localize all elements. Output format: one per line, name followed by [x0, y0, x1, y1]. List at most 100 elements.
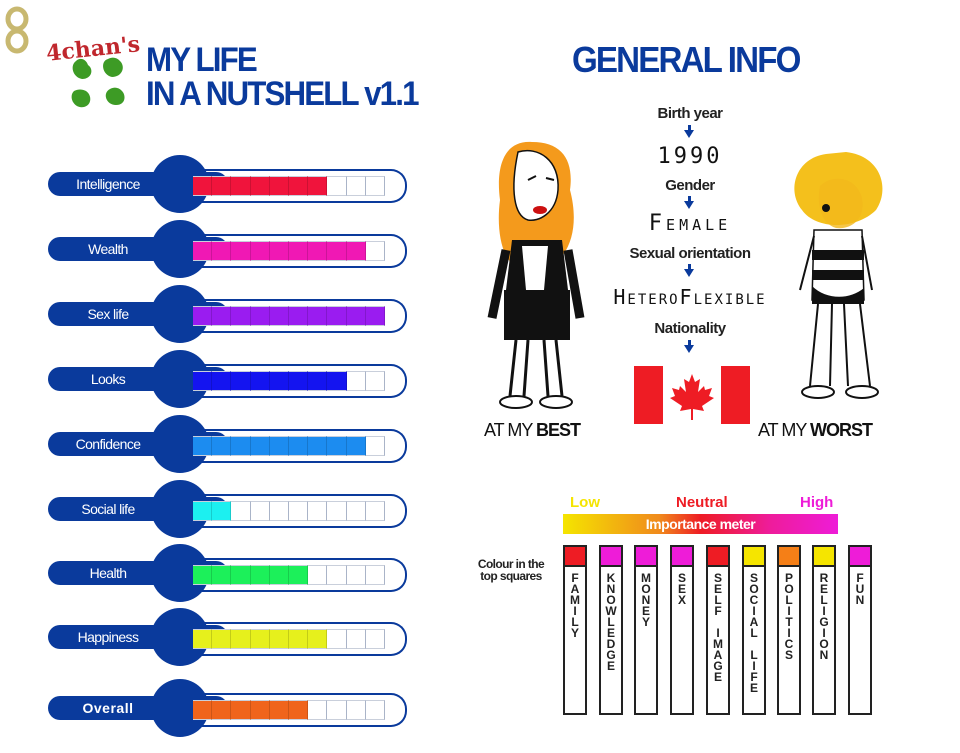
- importance-color-square[interactable]: [779, 547, 799, 567]
- stat-cell-empty: [346, 629, 366, 649]
- stat-cell-filled: [231, 241, 251, 261]
- importance-color-square[interactable]: [565, 547, 585, 567]
- canada-flag: [634, 366, 750, 429]
- stat-cell-empty: [346, 565, 366, 585]
- best-caption: AT MY BEST: [484, 420, 581, 440]
- best-self-drawing: [482, 140, 592, 425]
- stat-cells: [193, 565, 386, 585]
- stat-row: Happiness: [48, 608, 408, 666]
- stat-cell-filled: [289, 700, 309, 720]
- stat-row: Health: [48, 544, 408, 602]
- stat-cell-filled: [308, 371, 328, 391]
- importance-high-label: High: [800, 494, 834, 511]
- stat-cell-filled: [289, 306, 309, 326]
- stat-cells: [193, 241, 386, 261]
- importance-color-square[interactable]: [850, 547, 870, 567]
- stat-cell-filled: [231, 629, 251, 649]
- stat-cell-empty: [327, 565, 347, 585]
- stat-cell-filled: [289, 565, 309, 585]
- down-arrow-icon: [684, 130, 694, 138]
- corner-doodle: [4, 6, 30, 59]
- stat-cell-filled: [269, 306, 290, 326]
- importance-color-square[interactable]: [814, 547, 834, 567]
- down-arrow-icon: [688, 125, 691, 131]
- gender-value: Female: [648, 211, 732, 236]
- importance-neutral-label: Neutral: [676, 494, 728, 511]
- stat-cell-filled: [212, 436, 232, 456]
- stat-cell-filled: [269, 700, 290, 720]
- stat-cell-filled: [250, 436, 270, 456]
- stat-cell-filled: [327, 436, 347, 456]
- stat-cell-filled: [346, 436, 366, 456]
- stat-cell-filled: [289, 176, 309, 196]
- importance-color-square[interactable]: [744, 547, 764, 567]
- importance-color-square[interactable]: [636, 547, 656, 567]
- stat-row: Overall: [48, 679, 408, 737]
- stat-cell-empty: [365, 565, 386, 585]
- importance-color-square[interactable]: [601, 547, 621, 567]
- down-arrow-icon: [684, 201, 694, 209]
- stat-cell-empty: [365, 436, 386, 456]
- stat-cell-filled: [346, 306, 366, 326]
- stat-cell-filled: [193, 306, 213, 326]
- birth-year-value: 1990: [657, 144, 723, 169]
- stat-cell-filled: [327, 371, 347, 391]
- stat-label: Health: [89, 565, 127, 581]
- stat-cell-empty: [365, 700, 386, 720]
- stat-cell-filled: [193, 700, 213, 720]
- stat-cell-filled: [250, 306, 270, 326]
- orientation-label: Sexual orientation: [629, 245, 751, 262]
- stat-cell-filled: [250, 371, 270, 391]
- stat-cells: [193, 306, 386, 326]
- stat-cell-filled: [269, 629, 290, 649]
- stat-cell-filled: [193, 371, 213, 391]
- stat-label: Wealth: [88, 241, 128, 257]
- importance-color-square[interactable]: [708, 547, 728, 567]
- importance-low-label: Low: [570, 494, 600, 511]
- stat-cell-filled: [212, 306, 232, 326]
- stat-cell-filled: [269, 436, 290, 456]
- stat-cell-filled: [289, 241, 309, 261]
- stat-cell-filled: [308, 241, 328, 261]
- stat-cell-filled: [289, 371, 309, 391]
- stat-cell-empty: [346, 501, 366, 521]
- stat-cell-filled: [269, 241, 290, 261]
- stat-cell-filled: [231, 176, 251, 196]
- stat-cell-filled: [346, 241, 366, 261]
- stat-cell-filled: [212, 371, 232, 391]
- stat-cell-empty: [365, 629, 386, 649]
- stat-cell-empty: [269, 501, 290, 521]
- stat-cell-empty: [365, 371, 386, 391]
- stat-cell-filled: [289, 629, 309, 649]
- stat-cell-empty: [327, 629, 347, 649]
- stat-cell-filled: [250, 700, 270, 720]
- stat-row: Looks: [48, 350, 408, 408]
- stat-cell-empty: [250, 501, 270, 521]
- stat-cell-empty: [289, 501, 309, 521]
- gender-label: Gender: [665, 177, 715, 194]
- stat-label: Sex life: [87, 306, 129, 322]
- stat-cell-empty: [308, 501, 328, 521]
- stat-cell-filled: [231, 565, 251, 585]
- stat-cell-filled: [231, 371, 251, 391]
- importance-color-square[interactable]: [672, 547, 692, 567]
- page-title-line1: MY LIFE: [146, 41, 258, 79]
- stat-cell-empty: [346, 176, 366, 196]
- stat-row: Confidence: [48, 415, 408, 473]
- stat-cell-filled: [308, 176, 328, 196]
- down-arrow-icon: [684, 345, 694, 353]
- down-arrow-icon: [688, 196, 691, 202]
- stat-cell-empty: [308, 700, 328, 720]
- stat-cell-empty: [346, 700, 366, 720]
- general-info-heading: GENERAL INFO: [572, 39, 801, 80]
- stat-cell-filled: [289, 436, 309, 456]
- stat-cell-filled: [212, 629, 232, 649]
